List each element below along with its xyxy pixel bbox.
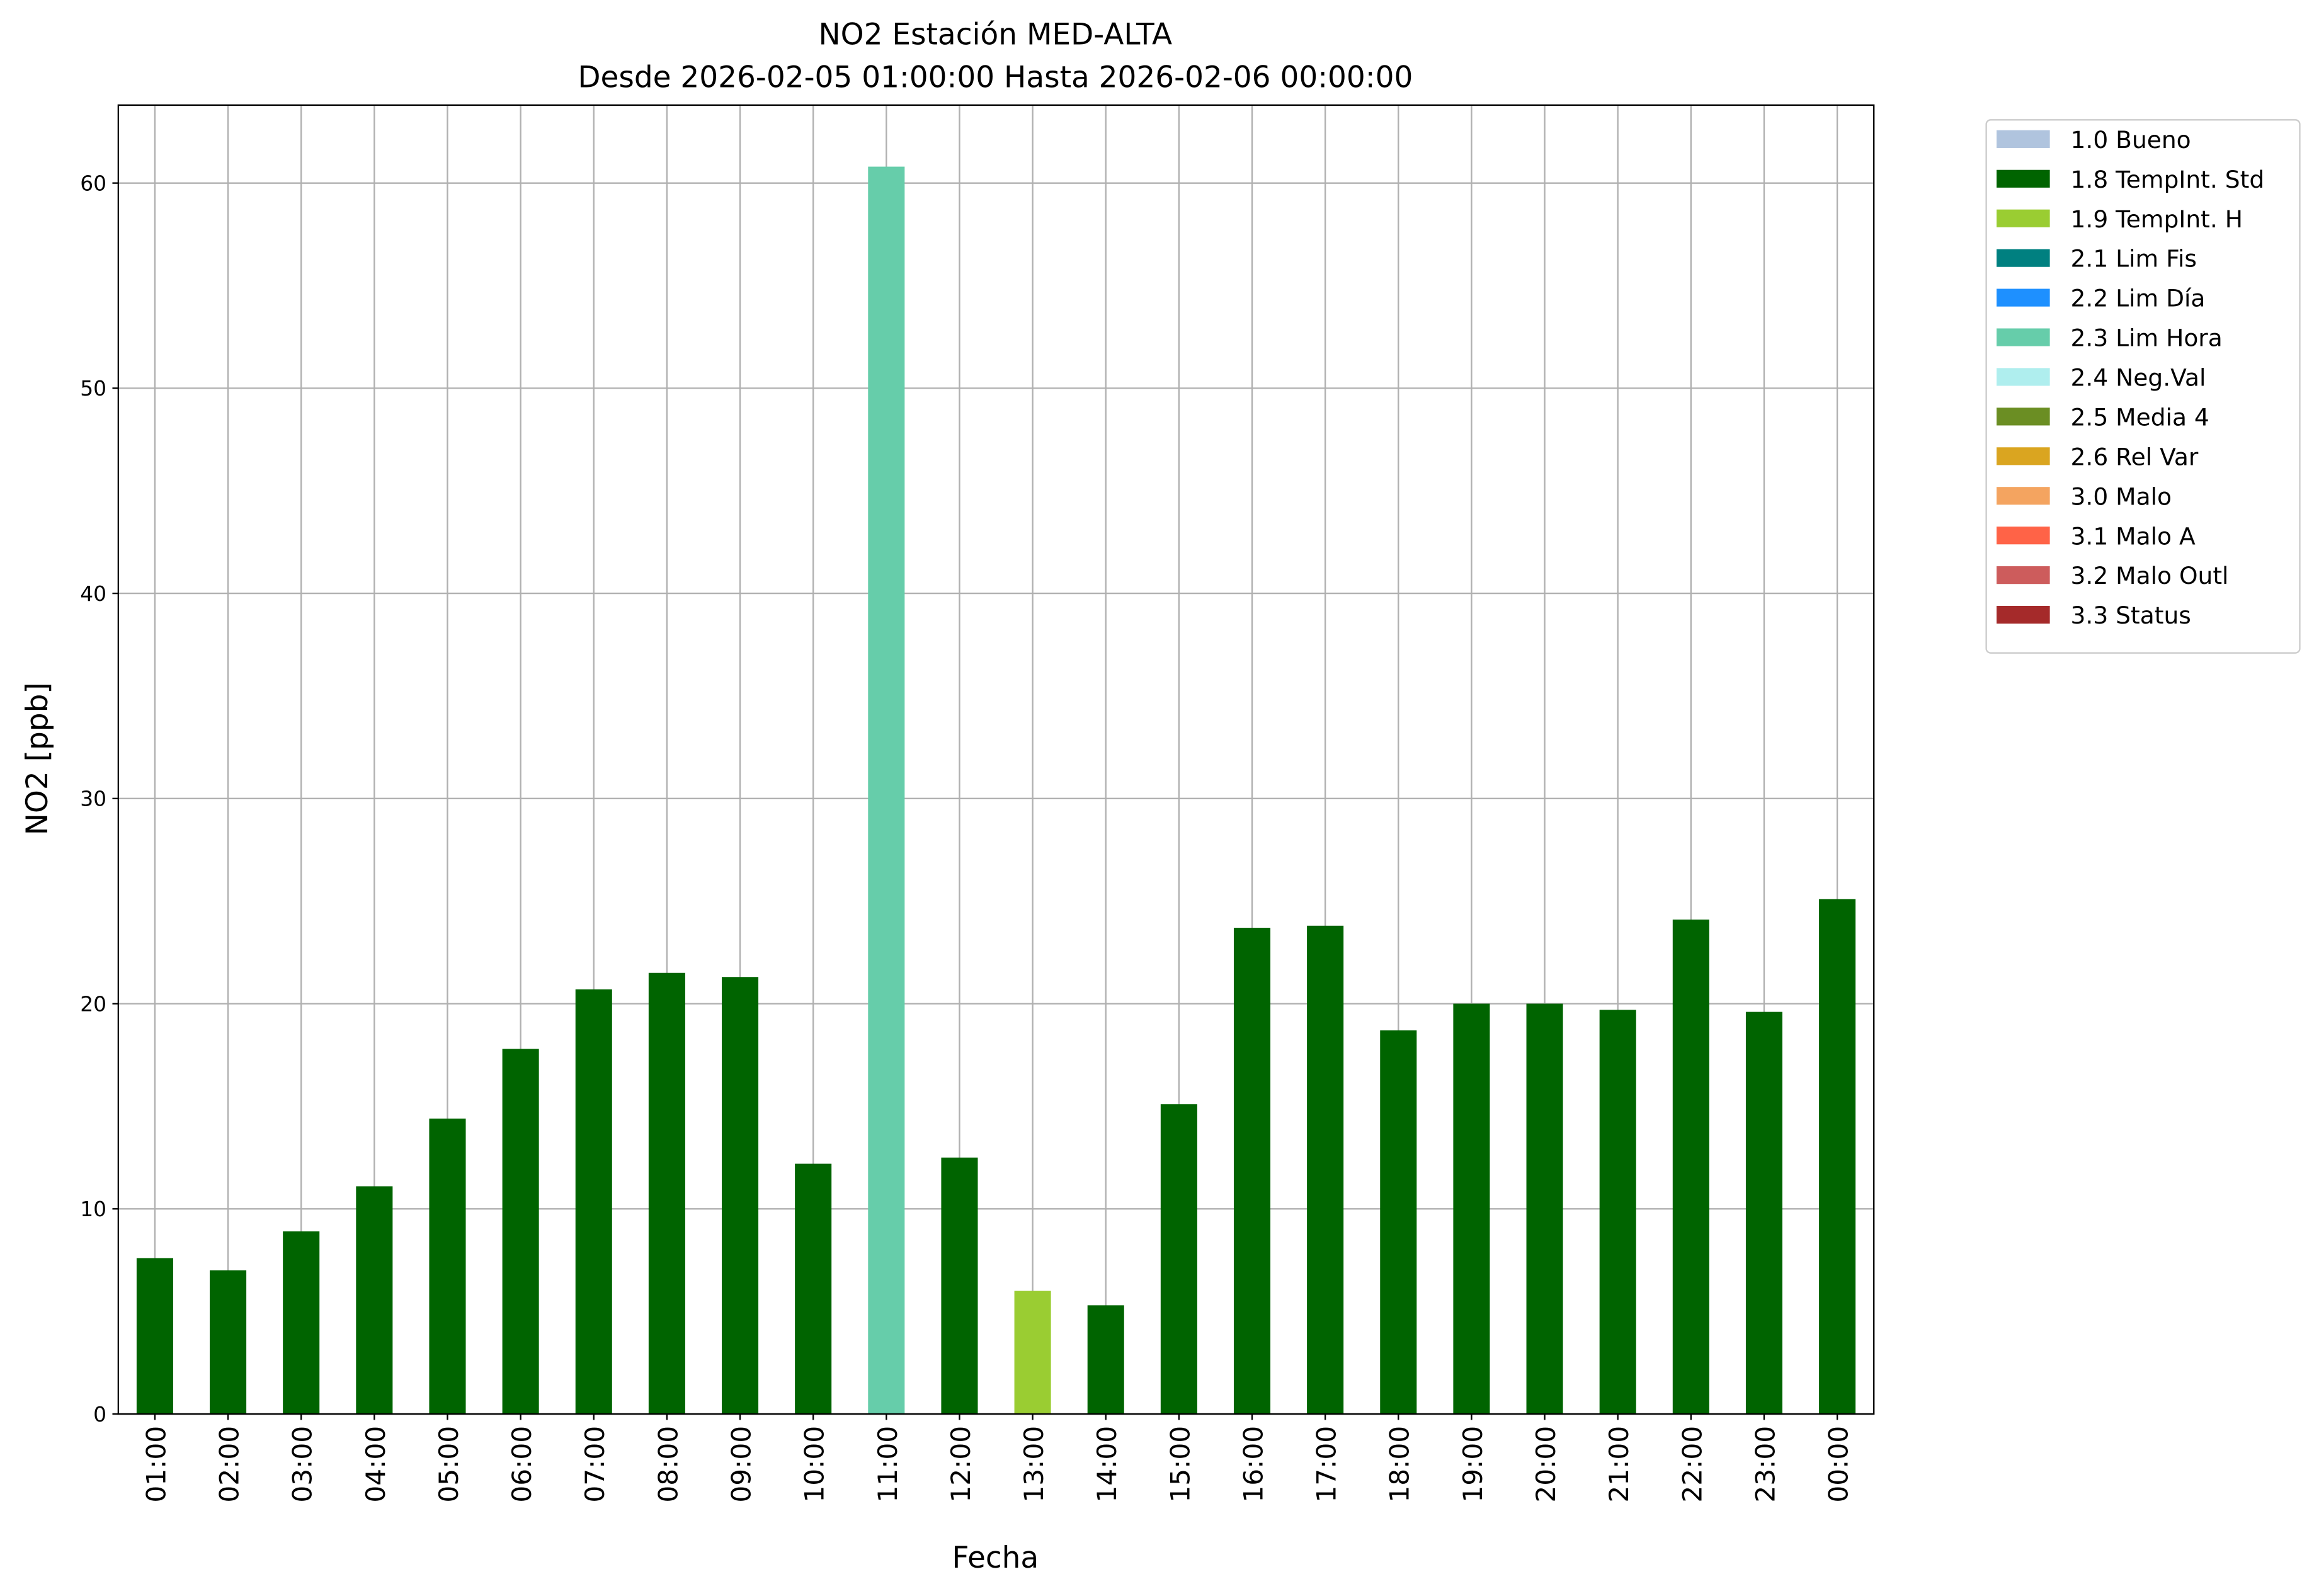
x-tick-label: 21:00 xyxy=(1604,1426,1634,1503)
x-tick-label: 00:00 xyxy=(1823,1426,1854,1503)
legend-label: 2.3 Lim Hora xyxy=(2071,324,2223,352)
legend-swatch xyxy=(1997,169,2050,188)
x-tick-label: 09:00 xyxy=(726,1426,756,1503)
y-tick-label: 60 xyxy=(80,171,106,195)
legend-swatch xyxy=(1997,288,2050,307)
bar xyxy=(1526,1003,1563,1415)
x-tick-label: 02:00 xyxy=(214,1426,245,1503)
bar xyxy=(868,166,905,1415)
bar xyxy=(1307,925,1344,1415)
chart-title: NO2 Estación MED-ALTA xyxy=(819,18,1173,52)
x-tick-label: 03:00 xyxy=(287,1426,318,1503)
bar xyxy=(1599,1010,1636,1415)
y-tick-label: 10 xyxy=(80,1197,106,1221)
bar xyxy=(795,1163,832,1415)
bar xyxy=(722,977,759,1415)
legend-label: 1.0 Bueno xyxy=(2071,126,2191,154)
bar xyxy=(1160,1104,1197,1415)
bar xyxy=(429,1118,466,1415)
chart-subtitle: Desde 2026-02-05 01:00:00 Hasta 2026-02-… xyxy=(578,60,1413,95)
legend-swatch xyxy=(1997,605,2050,624)
x-tick-label: 11:00 xyxy=(872,1426,903,1503)
y-tick-label: 20 xyxy=(80,991,106,1016)
bar xyxy=(1453,1003,1490,1415)
legend-label: 2.1 Lim Fis xyxy=(2071,245,2197,273)
legend-label: 3.0 Malo xyxy=(2071,482,2172,510)
x-tick-label: 19:00 xyxy=(1457,1426,1488,1503)
legend-label: 2.5 Media 4 xyxy=(2071,403,2209,431)
bar xyxy=(1380,1030,1417,1415)
legend-swatch xyxy=(1997,209,2050,227)
y-tick-label: 0 xyxy=(93,1402,106,1427)
legend-swatch xyxy=(1997,368,2050,386)
bar xyxy=(502,1049,539,1415)
legend-box xyxy=(1985,119,2301,654)
legend-label: 1.9 TempInt. H xyxy=(2071,205,2243,233)
bar xyxy=(1745,1012,1783,1415)
y-axis-label: NO2 [ppb] xyxy=(20,682,55,835)
legend-label: 2.4 Neg.Val xyxy=(2071,364,2206,392)
y-tick-label: 40 xyxy=(80,581,106,606)
legend-label: 1.8 TempInt. Std xyxy=(2071,166,2265,193)
bar xyxy=(575,989,612,1415)
x-tick-label: 14:00 xyxy=(1091,1426,1122,1503)
x-tick-label: 06:00 xyxy=(506,1426,537,1503)
legend-label: 3.3 Status xyxy=(2071,601,2191,629)
bar xyxy=(1233,928,1271,1415)
x-tick-label: 16:00 xyxy=(1238,1426,1268,1503)
legend-label: 3.1 Malo A xyxy=(2071,522,2196,550)
x-tick-label: 13:00 xyxy=(1018,1426,1049,1503)
plot-frame xyxy=(117,104,1875,1415)
x-axis-label: Fecha xyxy=(952,1541,1039,1575)
legend-label: 2.6 Rel Var xyxy=(2071,443,2199,470)
x-tick-label: 04:00 xyxy=(360,1426,391,1503)
bar xyxy=(356,1186,393,1415)
x-tick-label: 20:00 xyxy=(1530,1426,1561,1503)
bar xyxy=(1087,1305,1124,1415)
x-tick-label: 17:00 xyxy=(1311,1426,1342,1503)
y-tick-label: 50 xyxy=(80,376,106,401)
x-tick-label: 18:00 xyxy=(1384,1426,1415,1503)
legend-swatch xyxy=(1997,487,2050,505)
legend-swatch xyxy=(1997,328,2050,346)
legend-label: 2.2 Lim Día xyxy=(2071,285,2206,312)
bar xyxy=(210,1270,247,1415)
legend-swatch xyxy=(1997,566,2050,584)
bar xyxy=(1014,1291,1051,1415)
bar xyxy=(941,1157,978,1415)
x-tick-label: 15:00 xyxy=(1165,1426,1195,1503)
x-tick-label: 01:00 xyxy=(140,1426,171,1503)
y-tick-label: 30 xyxy=(80,787,106,811)
legend-swatch xyxy=(1997,447,2050,465)
x-tick-label: 08:00 xyxy=(652,1426,683,1503)
x-tick-label: 10:00 xyxy=(799,1426,830,1503)
x-tick-label: 05:00 xyxy=(433,1426,464,1503)
x-tick-label: 23:00 xyxy=(1750,1426,1781,1503)
legend-swatch xyxy=(1997,408,2050,426)
legend-label: 3.2 Malo Outl xyxy=(2071,562,2229,590)
legend-swatch xyxy=(1997,527,2050,545)
bar xyxy=(136,1258,173,1415)
x-tick-label: 22:00 xyxy=(1677,1426,1707,1503)
bar xyxy=(1819,899,1856,1415)
bar xyxy=(1672,920,1709,1415)
x-tick-label: 07:00 xyxy=(579,1426,610,1503)
x-tick-label: 12:00 xyxy=(945,1426,976,1503)
legend-swatch xyxy=(1997,130,2050,148)
legend-swatch xyxy=(1997,249,2050,267)
bar xyxy=(648,972,685,1415)
bar xyxy=(283,1231,320,1415)
